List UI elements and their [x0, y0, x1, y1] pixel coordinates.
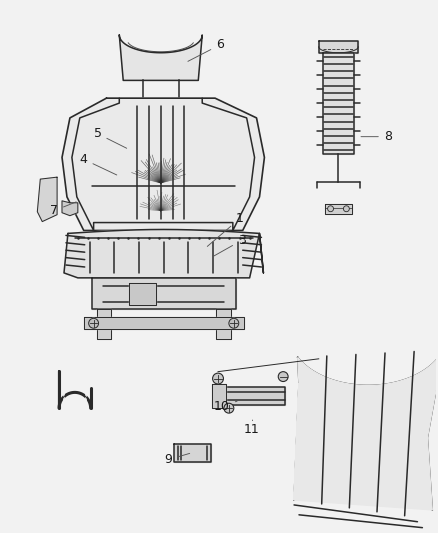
Polygon shape — [37, 177, 57, 222]
Text: 3: 3 — [212, 234, 245, 257]
Polygon shape — [318, 41, 357, 53]
Polygon shape — [64, 230, 263, 278]
Polygon shape — [212, 384, 226, 408]
Polygon shape — [62, 201, 78, 216]
Circle shape — [343, 206, 349, 212]
Text: 9: 9 — [164, 453, 189, 466]
Polygon shape — [96, 310, 111, 339]
Polygon shape — [84, 317, 243, 329]
Polygon shape — [324, 204, 352, 214]
Text: 11: 11 — [243, 420, 259, 437]
Polygon shape — [173, 444, 211, 462]
Polygon shape — [129, 283, 155, 304]
Polygon shape — [62, 98, 264, 230]
Text: 1: 1 — [207, 212, 243, 246]
Circle shape — [228, 318, 238, 328]
Circle shape — [327, 206, 333, 212]
Text: 10: 10 — [214, 400, 237, 413]
Text: 6: 6 — [187, 38, 223, 61]
Text: 7: 7 — [50, 202, 76, 217]
Polygon shape — [322, 53, 353, 155]
Polygon shape — [119, 35, 202, 80]
Polygon shape — [215, 310, 230, 339]
Text: 8: 8 — [360, 130, 391, 143]
Text: 5: 5 — [93, 127, 127, 148]
Text: 4: 4 — [80, 153, 117, 175]
Circle shape — [212, 373, 223, 384]
Circle shape — [278, 372, 287, 382]
Polygon shape — [223, 387, 285, 405]
Polygon shape — [293, 350, 438, 510]
Polygon shape — [92, 278, 235, 310]
Circle shape — [223, 403, 233, 413]
Circle shape — [88, 318, 98, 328]
